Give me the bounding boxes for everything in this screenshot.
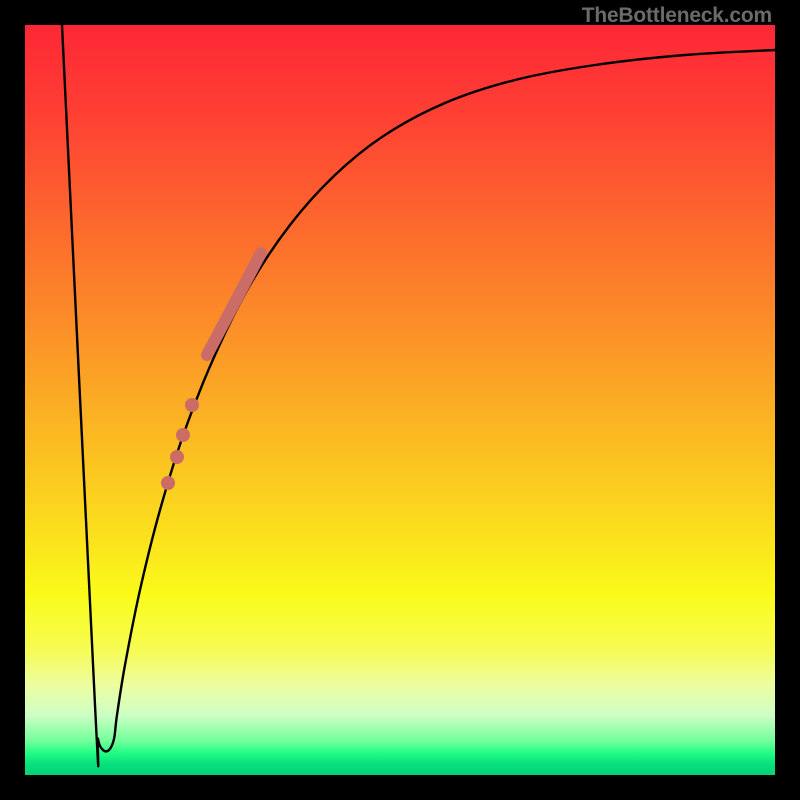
marker-segment: [207, 253, 261, 355]
marker-dot: [185, 398, 199, 412]
watermark-text: TheBottleneck.com: [582, 4, 772, 28]
plot-area: [25, 25, 775, 775]
marker-dot: [176, 428, 190, 442]
marker-dot: [170, 450, 184, 464]
curve-layer: [25, 25, 775, 775]
bottleneck-curve: [62, 25, 775, 766]
marker-line-group: [207, 253, 261, 355]
marker-dot: [161, 476, 175, 490]
chart-container: TheBottleneck.com: [0, 0, 800, 800]
